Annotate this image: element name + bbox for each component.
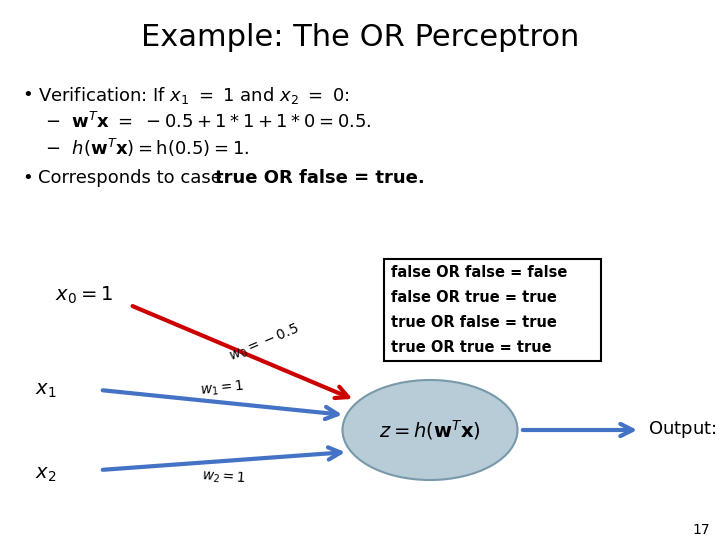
Text: true OR false = true: true OR false = true xyxy=(391,315,557,330)
FancyBboxPatch shape xyxy=(384,259,601,361)
Text: $z = h(\mathbf{w}^T\mathbf{x})$: $z = h(\mathbf{w}^T\mathbf{x})$ xyxy=(379,418,481,442)
Text: false OR false = false: false OR false = false xyxy=(391,265,567,280)
Text: 17: 17 xyxy=(693,523,710,537)
Text: Verification: If $x_1\ =\ 1$ and $x_2\ =\ 0$:: Verification: If $x_1\ =\ 1$ and $x_2\ =… xyxy=(38,84,350,105)
Text: $x_2$: $x_2$ xyxy=(35,465,56,484)
Text: false OR true = true: false OR true = true xyxy=(391,290,557,305)
Text: $-\ \ h(\mathbf{w}^T\mathbf{x}) = \mathrm{h}(0.5) = 1.$: $-\ \ h(\mathbf{w}^T\mathbf{x}) = \mathr… xyxy=(45,137,249,159)
Text: •: • xyxy=(22,169,32,187)
Text: $x_0 = 1$: $x_0 = 1$ xyxy=(55,285,113,306)
Text: •: • xyxy=(22,86,32,104)
Text: $x_1$: $x_1$ xyxy=(35,381,56,400)
Text: true OR true = true: true OR true = true xyxy=(391,340,552,355)
Text: Output: $z$: Output: $z$ xyxy=(648,420,720,441)
Text: Example: The OR Perceptron: Example: The OR Perceptron xyxy=(141,24,579,52)
Ellipse shape xyxy=(343,380,518,480)
Text: true OR false = true.: true OR false = true. xyxy=(215,169,425,187)
Text: $-\ \ \mathbf{w}^T\mathbf{x}\ =\ -0.5 + 1*1 + 1*0 = 0.5.$: $-\ \ \mathbf{w}^T\mathbf{x}\ =\ -0.5 + … xyxy=(45,112,372,132)
Text: $w_2 = 1$: $w_2 = 1$ xyxy=(201,467,247,487)
Text: Corresponds to case: Corresponds to case xyxy=(38,169,228,187)
Text: $w_0 = -0.5$: $w_0 = -0.5$ xyxy=(227,320,302,364)
Text: $w_1 = 1$: $w_1 = 1$ xyxy=(199,378,246,399)
